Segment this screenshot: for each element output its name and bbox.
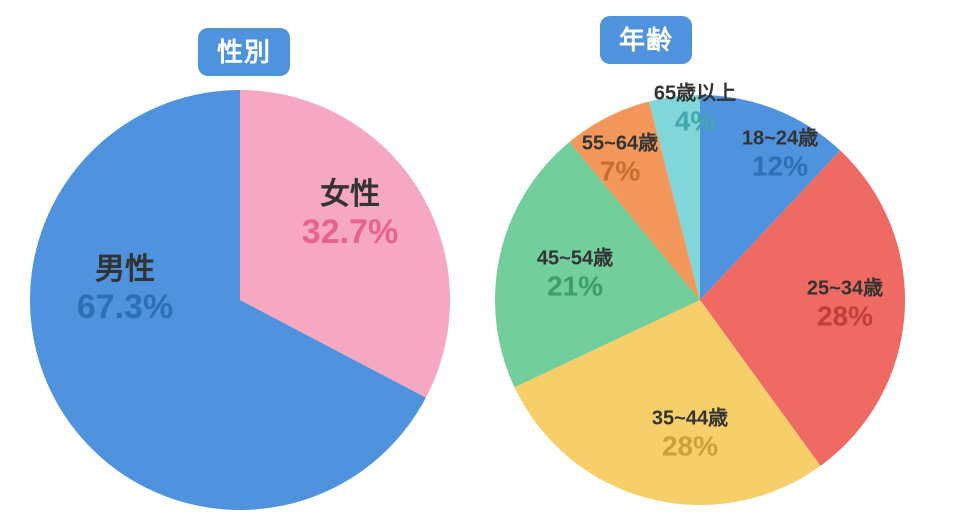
age-chart-title: 年齢 bbox=[600, 16, 692, 64]
gender-pie bbox=[30, 90, 450, 510]
charts-stage: 性別女性32.7%男性67.3%年齢18~24歳12%25~34歳28%35~4… bbox=[0, 0, 960, 518]
age-pie bbox=[495, 95, 905, 505]
gender-chart-title: 性別 bbox=[198, 28, 290, 76]
